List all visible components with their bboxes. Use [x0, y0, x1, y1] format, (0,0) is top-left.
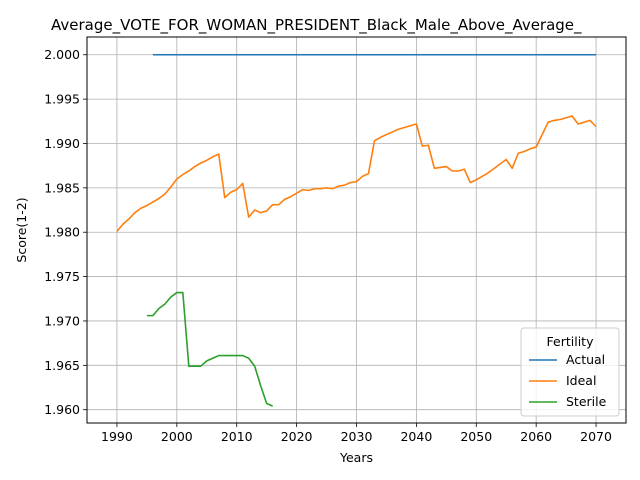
axis-ticks: 1990 2000 2010 2020 2030 2040 2050 2060 2070 1.96… [44, 47, 612, 444]
x-tick-label: 2000 [161, 429, 193, 444]
y-axis-label: Score(1-2) [14, 197, 29, 262]
y-tick-label: 1.985 [44, 180, 80, 195]
legend-label-ideal: Ideal [566, 373, 596, 388]
legend-title: Fertility [547, 334, 595, 349]
x-tick-label: 2040 [400, 429, 432, 444]
legend-label-sterile: Sterile [566, 394, 607, 409]
legend: Fertility Actual Ideal Sterile [520, 327, 620, 417]
y-tick-label: 2.000 [44, 47, 80, 62]
series-layer [116, 53, 597, 407]
x-tick-label: 2010 [221, 429, 253, 444]
x-tick-label: 1990 [101, 429, 133, 444]
y-tick-label: 1.990 [44, 136, 80, 151]
series-line-ideal [116, 115, 597, 232]
y-tick-label: 1.975 [44, 269, 80, 284]
x-axis-label: Years [339, 450, 373, 465]
y-tick-label: 1.980 [44, 225, 80, 240]
x-tick-label: 2030 [341, 429, 373, 444]
y-tick-label: 1.965 [44, 358, 80, 373]
legend-label-actual: Actual [566, 352, 605, 367]
y-tick-label: 1.970 [44, 313, 80, 328]
x-tick-label: 2070 [580, 429, 612, 444]
x-tick-label: 2060 [520, 429, 552, 444]
y-tick-label: 1.960 [44, 402, 80, 417]
x-tick-label: 2050 [460, 429, 492, 444]
legend-box [520, 327, 620, 417]
y-tick-label: 1.995 [44, 92, 80, 107]
series-line-sterile [146, 291, 273, 407]
chart-title: Average_VOTE_FOR_WOMAN_PRESIDENT_Black_M… [51, 16, 582, 35]
x-tick-label: 2020 [281, 429, 313, 444]
